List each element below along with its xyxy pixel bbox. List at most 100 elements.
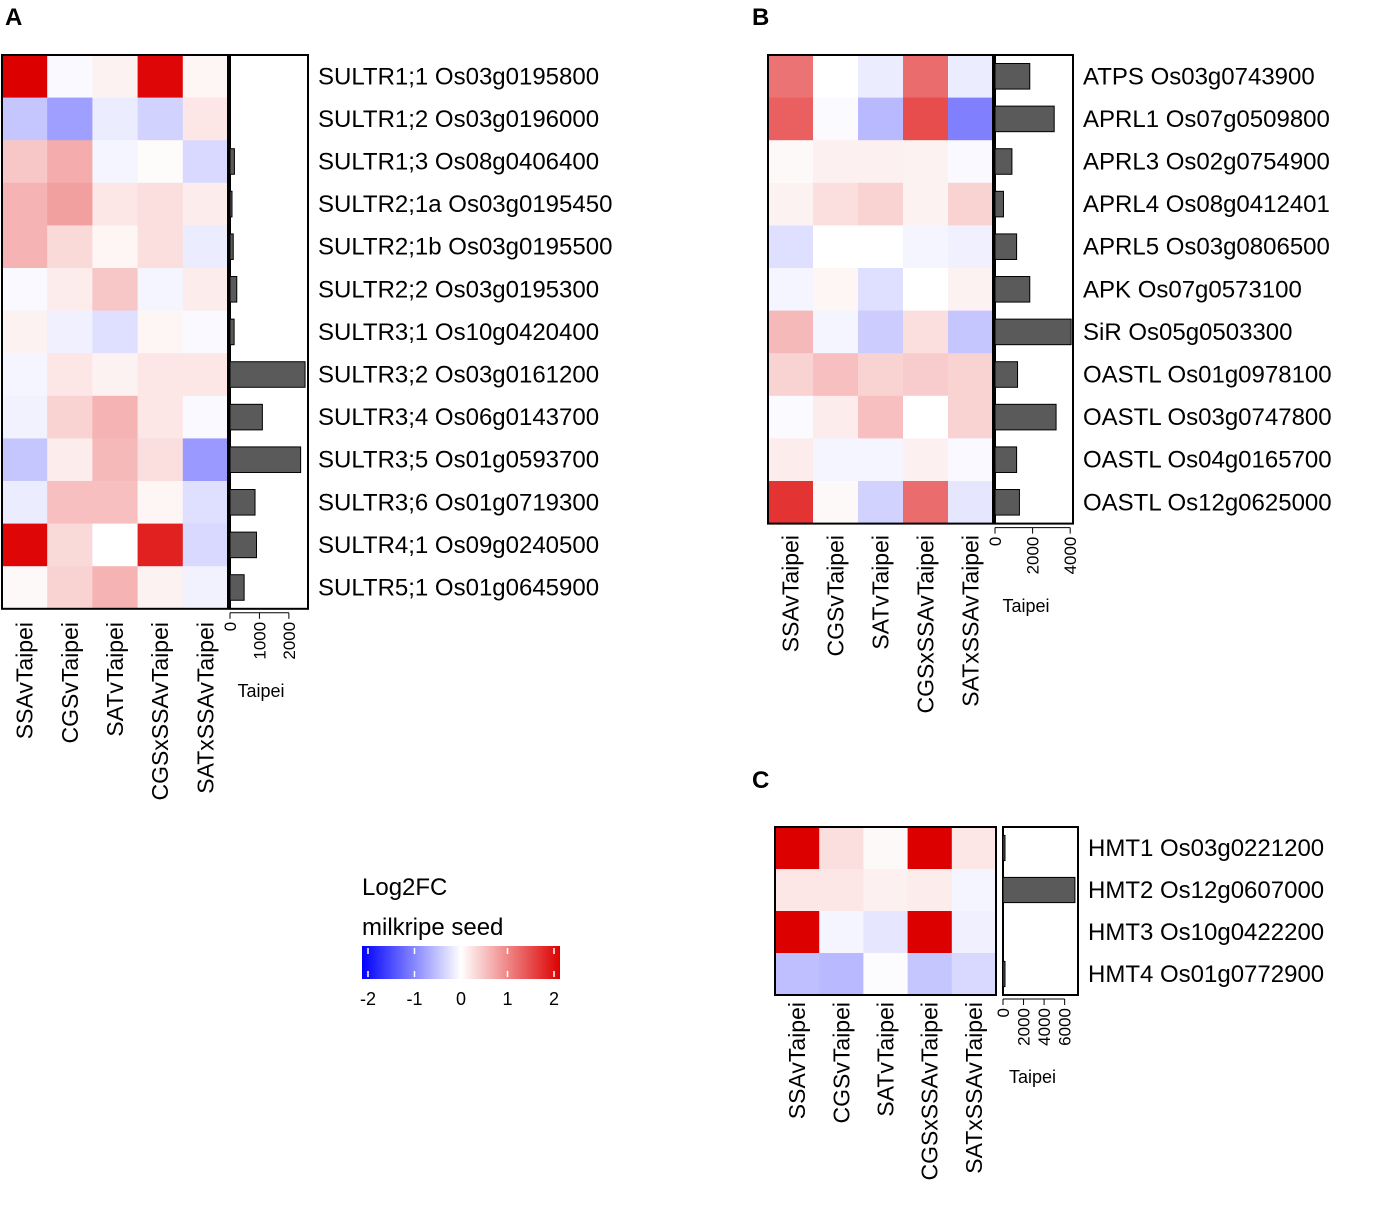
heat-cell-b-r7-c2 bbox=[858, 353, 904, 397]
row-label: SULTR3;5 Os01g0593700 bbox=[318, 447, 599, 474]
column-label: SSAvTaipei bbox=[778, 535, 804, 652]
heat-cell-b-r5-c1 bbox=[813, 268, 859, 312]
heat-cell-c-r2-c4 bbox=[951, 911, 997, 954]
heat-cell-b-r7-c0 bbox=[768, 353, 814, 397]
heatmap-frame bbox=[774, 826, 997, 996]
column-label: SATvTaipei bbox=[868, 535, 894, 650]
bar-tick-label: 6000 bbox=[1056, 1008, 1075, 1046]
heat-cell-a-r7-c0 bbox=[2, 353, 48, 397]
column-label: CGSxSSAvTaipei bbox=[147, 622, 173, 801]
heat-cell-a-r12-c4 bbox=[182, 566, 229, 610]
heat-cell-b-r10-c2 bbox=[858, 481, 904, 525]
column-label: SSAvTaipei bbox=[784, 1002, 810, 1119]
expression-bar-b-3 bbox=[994, 190, 1004, 218]
row-label: SULTR1;2 Os03g0196000 bbox=[318, 106, 599, 133]
row-label: OASTL Os04g0165700 bbox=[1083, 447, 1332, 474]
row-label: APK Os07g0573100 bbox=[1083, 276, 1302, 303]
heat-cell-c-r1-c2 bbox=[863, 869, 909, 912]
heat-cell-c-r2-c2 bbox=[863, 911, 909, 954]
row-label: APRL1 Os07g0509800 bbox=[1083, 106, 1330, 133]
heat-cell-a-r8-c0 bbox=[2, 395, 48, 439]
column-label: CGSxSSAvTaipei bbox=[913, 535, 939, 714]
heat-cell-b-r9-c1 bbox=[813, 438, 859, 482]
heat-cell-a-r8-c1 bbox=[47, 395, 93, 439]
heat-cell-c-r3-c0 bbox=[775, 953, 820, 996]
heat-cell-a-r12-c3 bbox=[137, 566, 184, 610]
heat-cell-c-r0-c4 bbox=[951, 827, 997, 870]
bar-tick-label: 2000 bbox=[1024, 537, 1043, 575]
heat-cell-b-r8-c1 bbox=[813, 395, 859, 439]
expression-bar-a-12 bbox=[229, 574, 245, 601]
expression-bar-c-3 bbox=[1002, 960, 1006, 988]
bar-tick-label: 2000 bbox=[280, 622, 299, 660]
heat-cell-c-r0-c2 bbox=[863, 827, 909, 870]
heat-cell-a-r4-c4 bbox=[182, 225, 229, 269]
heat-cell-a-r9-c4 bbox=[182, 438, 229, 482]
expression-bar-b-9 bbox=[994, 446, 1018, 473]
expression-bar-b-10 bbox=[994, 489, 1020, 516]
column-label: SATxSSAvTaipei bbox=[961, 1002, 987, 1174]
heat-cell-b-r6-c4 bbox=[948, 310, 994, 354]
bar-axis-label: Taipei bbox=[1009, 1067, 1056, 1087]
heatmap-frame bbox=[1, 54, 229, 610]
heat-cell-c-r0-c3 bbox=[907, 827, 953, 870]
heat-cell-a-r2-c0 bbox=[2, 140, 48, 184]
heat-cell-a-r3-c1 bbox=[47, 182, 93, 226]
heat-cell-a-r10-c4 bbox=[182, 481, 229, 525]
heat-cell-a-r7-c3 bbox=[137, 353, 184, 397]
heat-cell-a-r3-c0 bbox=[2, 182, 48, 226]
heat-cell-b-r6-c3 bbox=[903, 310, 949, 354]
expression-bar-a-3 bbox=[229, 190, 233, 218]
legend-title-line1: Log2FC bbox=[362, 874, 447, 901]
row-label: APRL3 Os02g0754900 bbox=[1083, 149, 1330, 176]
expression-bar-b-8 bbox=[994, 403, 1057, 431]
heat-cell-b-r6-c0 bbox=[768, 310, 814, 354]
heat-cell-b-r0-c4 bbox=[948, 55, 994, 99]
heat-cell-c-r3-c4 bbox=[951, 953, 997, 996]
heat-cell-a-r4-c1 bbox=[47, 225, 93, 269]
heat-cell-b-r4-c3 bbox=[903, 225, 949, 269]
bar-tick-label: 1000 bbox=[250, 622, 269, 660]
panel-letter-a: A bbox=[5, 4, 22, 31]
heat-cell-b-r3-c0 bbox=[768, 182, 814, 226]
column-label: SSAvTaipei bbox=[12, 622, 38, 739]
column-label: CGSvTaipei bbox=[823, 535, 849, 656]
heat-cell-c-r1-c4 bbox=[951, 869, 997, 912]
bar-panel-frame bbox=[229, 54, 309, 610]
heat-cell-c-r3-c3 bbox=[907, 953, 953, 996]
heat-cell-c-r2-c1 bbox=[819, 911, 864, 954]
panel-letter-c: C bbox=[752, 767, 769, 794]
expression-bar-c-0 bbox=[1002, 834, 1006, 862]
heat-cell-a-r0-c2 bbox=[92, 55, 139, 99]
expression-bar-a-9 bbox=[229, 446, 302, 473]
legend-tick-label: 2 bbox=[549, 989, 559, 1009]
heat-cell-b-r8-c4 bbox=[948, 395, 994, 439]
heat-cell-c-r1-c1 bbox=[819, 869, 864, 912]
heat-cell-a-r4-c0 bbox=[2, 225, 48, 269]
heat-cell-b-r0-c1 bbox=[813, 55, 859, 99]
heat-cell-a-r0-c3 bbox=[137, 55, 184, 99]
heat-cell-a-r6-c0 bbox=[2, 310, 48, 354]
legend-tick-label: 0 bbox=[456, 989, 466, 1009]
heat-cell-b-r8-c3 bbox=[903, 395, 949, 439]
heat-cell-a-r5-c1 bbox=[47, 268, 93, 312]
expression-bar-a-8 bbox=[229, 403, 263, 431]
bar-tick-label: 4000 bbox=[1035, 1008, 1054, 1046]
heat-cell-a-r3-c2 bbox=[92, 182, 139, 226]
expression-bar-b-6 bbox=[994, 318, 1072, 346]
heat-cell-a-r4-c3 bbox=[137, 225, 184, 269]
heat-cell-a-r2-c2 bbox=[92, 140, 139, 184]
heat-cell-b-r5-c2 bbox=[858, 268, 904, 312]
heat-cell-a-r2-c4 bbox=[182, 140, 229, 184]
expression-bar-a-10 bbox=[229, 489, 256, 516]
row-label: SULTR1;1 Os03g0195800 bbox=[318, 63, 599, 90]
row-label: SULTR2;1a Os03g0195450 bbox=[318, 191, 612, 218]
heat-cell-a-r2-c3 bbox=[137, 140, 184, 184]
heat-cell-b-r1-c0 bbox=[768, 97, 814, 141]
heat-cell-b-r9-c4 bbox=[948, 438, 994, 482]
heat-cell-b-r10-c3 bbox=[903, 481, 949, 525]
bar-axis-label: Taipei bbox=[237, 681, 284, 701]
heat-cell-a-r1-c4 bbox=[182, 97, 229, 141]
heat-cell-b-r1-c1 bbox=[813, 97, 859, 141]
